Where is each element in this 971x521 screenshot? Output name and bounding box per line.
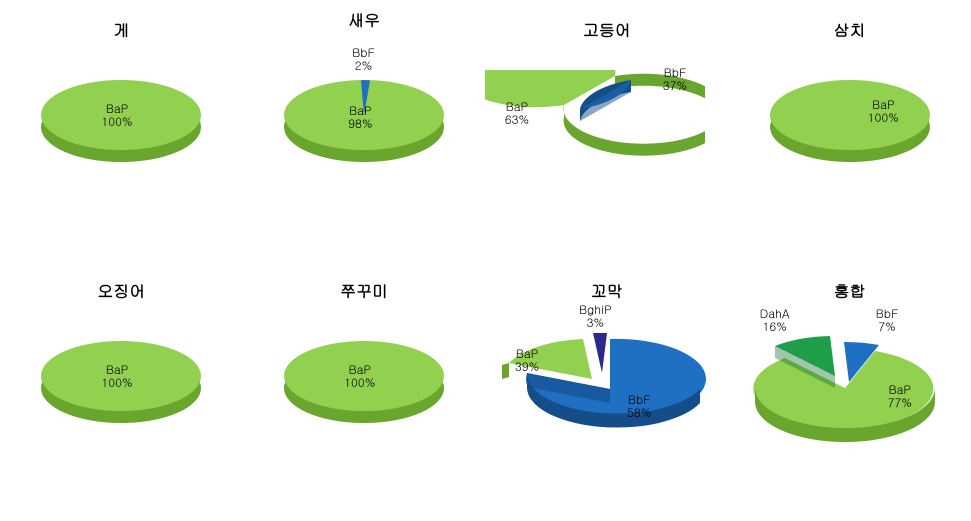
label-bap: BaP 77% [888, 383, 912, 409]
label-bap: BaP 63% [505, 100, 529, 126]
pie-squid: BaP 100% [31, 341, 211, 441]
chart-title: 새우 [243, 8, 486, 31]
chart-title: 오징어 [0, 279, 243, 302]
label-line2: 39% [515, 358, 539, 375]
label-bap: BaP 39% [515, 347, 539, 373]
label-line2: 100% [344, 374, 375, 391]
label-line2: 63% [505, 111, 529, 128]
pie-center-label: BaP 100% [101, 363, 132, 389]
label-bghip: BghiP 3% [579, 303, 612, 329]
label-line2: 100% [101, 113, 132, 130]
chart-title: 쭈꾸미 [243, 279, 486, 302]
label-line2: 77% [888, 394, 912, 411]
pie-cockle: BghiP 3% BaP 39% BbF 58% [497, 333, 717, 463]
label-line2: 58% [627, 404, 651, 421]
chart-grid: 게 BaP 100% 새우 BbF 2% [0, 0, 971, 521]
pie-shrimp: BbF 2% BaP 98% [274, 80, 454, 180]
chart-cell-crab: 게 BaP 100% [0, 0, 243, 261]
pie-mackerel: BaP 63% BbF 37% [485, 70, 705, 190]
label-line2: 7% [878, 318, 895, 335]
pie-spanish-mackerel: BaP 100% [760, 80, 940, 180]
label-line2: 98% [348, 115, 372, 132]
chart-title: 고등어 [486, 18, 729, 41]
label-bbf: BbF 37% [663, 66, 687, 92]
label-bbf: BbF 7% [876, 307, 899, 333]
label-line2: 2% [355, 57, 372, 74]
pie-center-label: BaP 100% [868, 98, 899, 124]
chart-title: 삼치 [728, 18, 971, 41]
pie-mussel: DahA 16% BbF 7% BaP 77% [740, 333, 960, 463]
label-line2: 100% [868, 109, 899, 126]
chart-cell-mackerel: 고등어 BaP 63% BbF 37% [486, 0, 729, 261]
label-daha: DahA 16% [760, 307, 790, 333]
chart-cell-cockle: 꼬막 BghiP 3% [486, 261, 729, 521]
pie-center-label: BaP 98% [348, 104, 372, 130]
label-line2: 100% [101, 374, 132, 391]
label-line2: 16% [762, 318, 786, 335]
pie-webfoot-octopus: BaP 100% [274, 341, 454, 441]
chart-cell-spanish-mackerel: 삼치 BaP 100% [728, 0, 971, 261]
chart-title: 홍합 [728, 279, 971, 302]
chart-cell-shrimp: 새우 BbF 2% BaP 98% [243, 0, 486, 261]
chart-cell-webfoot-octopus: 쭈꾸미 BaP 100% [243, 261, 486, 521]
pie-center-label: BaP 100% [101, 102, 132, 128]
chart-title: 꼬막 [486, 279, 729, 302]
label-line2: 37% [663, 77, 687, 94]
chart-cell-mussel: 홍합 DahA 16% [728, 261, 971, 521]
label-line2: 3% [587, 314, 604, 331]
label-bbf: BbF 58% [627, 393, 651, 419]
chart-cell-squid: 오징어 BaP 100% [0, 261, 243, 521]
pie-center-label: BaP 100% [344, 363, 375, 389]
chart-title: 게 [0, 18, 243, 41]
pie-crab: BaP 100% [31, 80, 211, 180]
pie-top-label: BbF 2% [352, 46, 375, 72]
